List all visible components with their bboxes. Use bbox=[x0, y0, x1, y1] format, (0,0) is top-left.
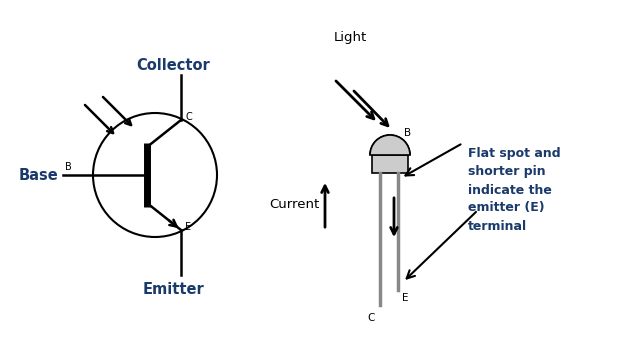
Text: C: C bbox=[185, 112, 192, 122]
Text: C: C bbox=[367, 313, 375, 323]
Text: Current: Current bbox=[269, 199, 320, 211]
Text: B: B bbox=[404, 128, 411, 138]
Wedge shape bbox=[370, 135, 410, 155]
Text: Collector: Collector bbox=[136, 57, 210, 72]
Text: E: E bbox=[402, 293, 408, 303]
Text: Base: Base bbox=[18, 168, 58, 183]
Text: Light: Light bbox=[333, 32, 367, 45]
Text: E: E bbox=[185, 222, 191, 232]
Text: Flat spot and
shorter pin
indicate the
emitter (E)
terminal: Flat spot and shorter pin indicate the e… bbox=[468, 148, 561, 233]
Text: B: B bbox=[65, 162, 72, 172]
Bar bbox=[372, 155, 408, 173]
Text: Emitter: Emitter bbox=[142, 283, 204, 298]
